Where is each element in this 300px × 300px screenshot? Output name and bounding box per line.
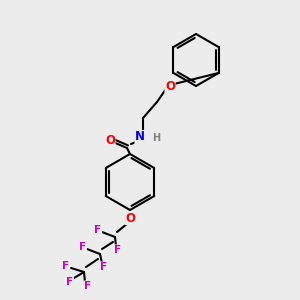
Text: O: O xyxy=(105,134,115,146)
Text: F: F xyxy=(66,277,74,287)
Text: F: F xyxy=(100,262,108,272)
Text: F: F xyxy=(80,242,87,252)
Text: F: F xyxy=(94,225,102,235)
Text: H: H xyxy=(152,133,160,143)
Text: O: O xyxy=(125,212,135,224)
Text: F: F xyxy=(62,261,70,271)
Text: F: F xyxy=(114,245,122,255)
Text: F: F xyxy=(84,281,92,291)
Text: O: O xyxy=(165,80,175,92)
Text: N: N xyxy=(135,130,145,143)
